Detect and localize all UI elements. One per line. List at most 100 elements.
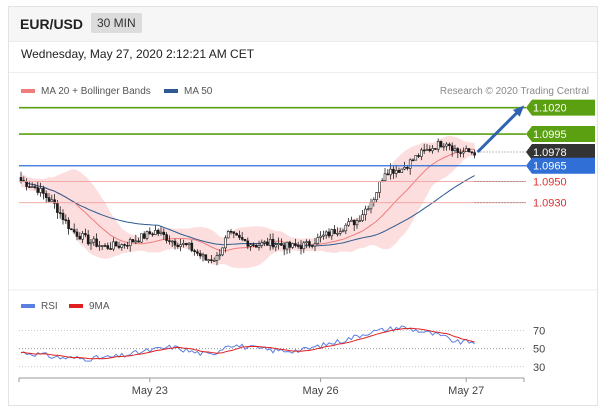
projection-arrowhead: [513, 105, 525, 117]
candle-body: [182, 243, 185, 245]
candle-body: [179, 244, 182, 247]
candle-body: [75, 231, 79, 237]
candle-body: [408, 159, 412, 169]
candle-body: [25, 181, 28, 187]
candle-body: [358, 220, 362, 222]
candle-body: [170, 240, 174, 243]
candle-body: [459, 152, 462, 154]
level-label-tag: [526, 144, 595, 160]
rsi-level-label: 30: [533, 362, 545, 374]
candle-body: [184, 243, 188, 246]
candle-body: [308, 241, 311, 246]
candle-body: [394, 170, 398, 174]
rsi-legend-label: RSI: [41, 301, 58, 312]
candle-body: [165, 234, 168, 241]
rsi-plot-area: 70 50 30: [19, 325, 545, 374]
candle-body: [198, 253, 202, 257]
candle-body: [425, 148, 429, 151]
candle-body: [100, 245, 104, 247]
candle-body: [369, 202, 373, 210]
projection-arrow: [476, 108, 522, 154]
candle-body: [361, 214, 364, 221]
candle-body: [204, 254, 208, 261]
candle-body: [212, 260, 216, 262]
report-datetime: Wednesday, May 27, 2020 2:12:21 AM CET: [21, 47, 255, 61]
candle-body: [453, 148, 457, 151]
ma50-legend-label: MA 50: [184, 86, 213, 97]
candle-body: [190, 242, 194, 251]
candle-body: [260, 242, 264, 246]
candle-body: [61, 212, 65, 220]
candle-body: [112, 241, 115, 250]
candle-body: [462, 151, 465, 154]
candle-body: [187, 242, 191, 246]
candle-body: [322, 234, 325, 237]
candle-body: [341, 230, 345, 233]
candle-body: [162, 231, 166, 235]
candle-body: [98, 245, 101, 247]
candle-body: [67, 219, 70, 230]
candle-body: [238, 234, 241, 238]
currency-pair-title: EUR/USD: [20, 16, 84, 32]
candle-body: [117, 245, 121, 248]
rsi-level-label: 50: [533, 344, 545, 356]
candle-body: [277, 243, 280, 245]
candle-body: [137, 240, 140, 243]
candle-body: [210, 259, 213, 261]
candle-body: [268, 238, 272, 246]
candle-body: [296, 245, 300, 247]
candle-body: [240, 237, 244, 240]
candle-body: [58, 212, 62, 214]
level-label-tag: [526, 126, 595, 143]
candle-body: [201, 254, 205, 257]
header-divider: [9, 72, 597, 73]
candle-body: [327, 231, 331, 237]
candle-body: [406, 167, 409, 169]
candle-body: [47, 197, 51, 202]
level-label-tag: [526, 99, 595, 116]
candle-body: [92, 238, 96, 243]
candle-body: [375, 192, 378, 200]
candle-body: [372, 199, 376, 203]
candle-body: [173, 240, 177, 246]
candle-body: [70, 228, 73, 231]
chart-header: EUR/USD 30 MIN: [9, 7, 597, 42]
candle-body: [145, 231, 149, 239]
x-axis-tick-label: May 26: [303, 385, 339, 397]
candle-body: [411, 159, 415, 162]
candle-body: [196, 251, 199, 254]
candle-body: [291, 243, 294, 248]
candle-body: [450, 145, 454, 151]
candle-body: [246, 240, 250, 247]
level-label: 1.0965: [533, 161, 567, 173]
candle-body: [232, 231, 236, 234]
candle-body: [128, 239, 132, 247]
candle-body: [36, 187, 40, 193]
candle-body: [456, 148, 460, 153]
rsi-level-label: 70: [533, 326, 545, 338]
candle-body: [81, 233, 84, 240]
candle-body: [467, 148, 471, 153]
candle-body: [445, 143, 448, 147]
candle-body: [442, 145, 446, 148]
candle-body: [333, 229, 336, 234]
candle-body: [156, 229, 160, 234]
candle-body: [397, 170, 401, 173]
candle-body: [221, 247, 224, 256]
rsi-ma-line: [20, 327, 475, 360]
candle-body: [86, 234, 90, 245]
candle-body: [168, 240, 171, 242]
candle-body: [383, 173, 387, 181]
ma20-legend-swatch: [21, 89, 35, 93]
candle-body: [109, 248, 112, 250]
candle-body: [316, 237, 320, 244]
x-axis: May 23 May 26 May 27: [18, 378, 525, 397]
candle-body: [364, 208, 367, 216]
candle-body: [473, 152, 476, 156]
price-plot-area: [19, 135, 476, 269]
candle-body: [344, 224, 348, 232]
timeframe-badge[interactable]: 30 MIN: [91, 13, 142, 33]
candle-body: [64, 219, 68, 221]
candle-body: [218, 254, 222, 257]
